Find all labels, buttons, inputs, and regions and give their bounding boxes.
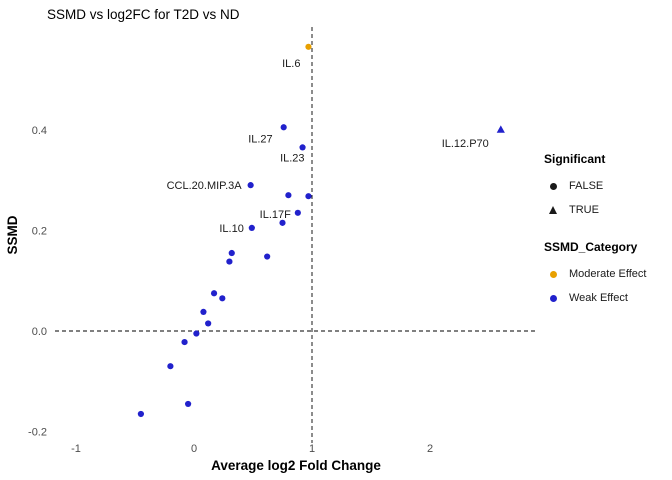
y-tick-label: 0.2 xyxy=(32,225,47,237)
x-tick-label: -1 xyxy=(71,443,81,455)
legend-item-weak-effect: Weak Effect xyxy=(544,286,646,310)
point-label: IL.17F xyxy=(260,209,291,221)
point-label: IL.27 xyxy=(248,133,272,145)
legend-key xyxy=(546,182,560,190)
point-label: IL.10 xyxy=(219,223,243,235)
data-point xyxy=(280,124,287,131)
data-point xyxy=(285,192,292,199)
data-point xyxy=(226,258,233,265)
y-tick-label: 0.0 xyxy=(32,326,47,338)
data-point xyxy=(205,320,212,327)
legend-key xyxy=(546,270,560,278)
circle-marker-icon xyxy=(549,182,557,190)
legend-key xyxy=(546,294,560,302)
data-point xyxy=(294,209,301,216)
legend-item-label: TRUE xyxy=(569,204,599,216)
data-point xyxy=(210,290,218,297)
point-label: CCL.20.MIP.3A xyxy=(167,180,243,192)
data-point xyxy=(200,308,207,315)
data-point xyxy=(193,330,200,337)
legend-item-false: FALSE xyxy=(544,174,646,198)
y-axis-title: SSMD xyxy=(5,215,20,255)
x-tick-label: 1 xyxy=(309,443,315,455)
data-point xyxy=(279,219,286,226)
data-point xyxy=(248,224,255,231)
data-point xyxy=(264,253,271,260)
legend-item-label: Moderate Effect xyxy=(569,268,647,280)
data-point xyxy=(247,182,254,189)
data-point xyxy=(167,363,174,370)
data-point xyxy=(219,295,226,302)
legend-item-label: Weak Effect xyxy=(569,292,628,304)
point-label: IL.6 xyxy=(282,58,300,70)
x-tick-label: 2 xyxy=(427,443,433,455)
point-label: IL.12.P70 xyxy=(442,138,489,150)
legend-key xyxy=(546,206,560,214)
data-point xyxy=(228,249,235,257)
y-tick-label: -0.2 xyxy=(28,427,47,439)
legend-item-label: FALSE xyxy=(569,180,604,192)
point-label: IL.23 xyxy=(280,152,304,164)
data-point-triangle xyxy=(496,125,505,133)
legend-title-significant: Significant xyxy=(544,152,606,166)
x-axis-title: Average log2 Fold Change xyxy=(211,458,381,473)
data-point xyxy=(185,400,192,408)
data-point xyxy=(305,193,312,200)
data-point xyxy=(137,410,144,418)
legend: Significant FALSE TRUE SSMD_Category Mod… xyxy=(544,152,646,310)
moderate-effect-marker-icon xyxy=(549,270,557,278)
data-point xyxy=(181,338,188,346)
data-point xyxy=(299,144,306,151)
legend-gap xyxy=(544,222,646,240)
data-point xyxy=(305,43,312,50)
x-tick-label: 0 xyxy=(191,443,197,455)
plot-title: SSMD vs log2FC for T2D vs ND xyxy=(47,7,240,22)
triangle-marker-icon xyxy=(549,206,557,214)
legend-title-category: SSMD_Category xyxy=(544,240,638,254)
legend-item-moderate-effect: Moderate Effect xyxy=(544,262,646,286)
weak-effect-marker-icon xyxy=(549,294,557,302)
legend-item-true: TRUE xyxy=(544,198,646,222)
y-tick-label: 0.4 xyxy=(32,125,47,137)
